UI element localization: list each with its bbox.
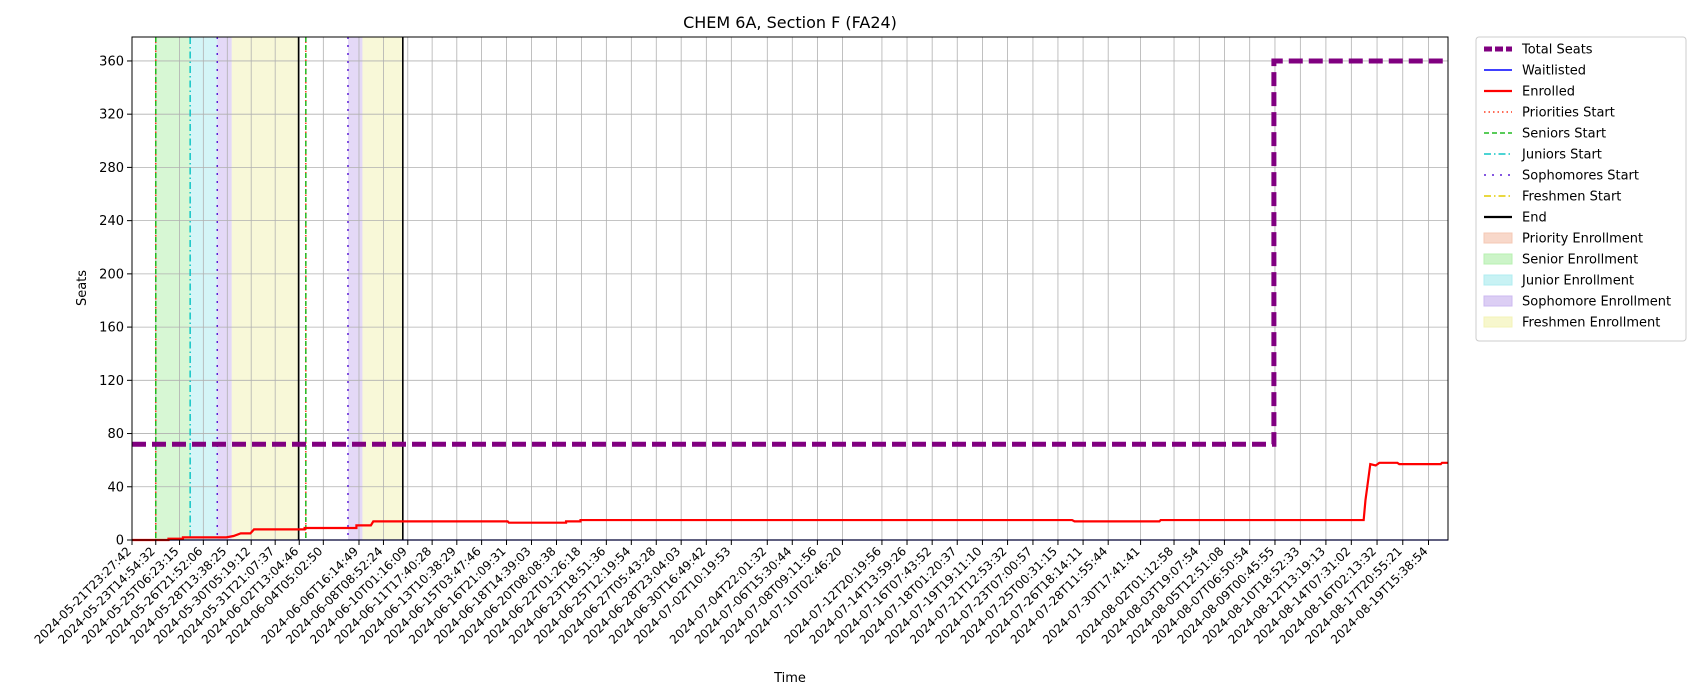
- y-tick-label: 40: [107, 480, 124, 495]
- legend-swatch: [1483, 316, 1513, 328]
- legend-label: Priority Enrollment: [1522, 232, 1643, 247]
- span-freshmen-enrollment: [231, 37, 299, 540]
- legend-label: Enrolled: [1522, 85, 1575, 100]
- x-axis-label: Time: [773, 671, 806, 686]
- legend-swatch: [1483, 253, 1513, 265]
- y-tick-label: 240: [99, 214, 124, 229]
- legend-label: Freshmen Enrollment: [1522, 316, 1660, 331]
- legend-swatch: [1483, 274, 1513, 286]
- y-tick-label: 80: [107, 427, 124, 442]
- y-tick-label: 0: [116, 534, 124, 549]
- series: [132, 58, 1448, 542]
- legend-label: Seniors Start: [1522, 127, 1606, 142]
- span-senior-enrollment: [155, 37, 191, 540]
- span-sophomore-enrollment: [217, 37, 232, 540]
- legend-swatch: [1483, 232, 1513, 244]
- legend-swatch: [1483, 295, 1513, 307]
- y-tick-label: 360: [99, 54, 124, 69]
- legend-label: Total Seats: [1521, 43, 1593, 58]
- y-tick-label: 160: [99, 321, 124, 336]
- legend-label: Junior Enrollment: [1521, 274, 1634, 289]
- span-sophomore-enrollment: [347, 37, 363, 540]
- legend-label: Waitlisted: [1522, 64, 1586, 79]
- legend-label: Priorities Start: [1522, 106, 1615, 121]
- legend-label: Juniors Start: [1521, 148, 1602, 163]
- x-axis: 2024-05-21T23:27:422024-05-23T14:54:3220…: [32, 540, 1431, 647]
- y-axis: 0 40 80 120 160 200 240 280 320 360: [99, 54, 132, 549]
- series-enrolled: [132, 461, 1448, 542]
- series-total-seats: [132, 58, 1448, 447]
- y-axis-label: Seats: [75, 270, 90, 306]
- y-tick-label: 280: [99, 161, 124, 176]
- legend-label: Freshmen Start: [1522, 190, 1621, 205]
- plot-frame: [131, 36, 1449, 541]
- y-tick-label: 200: [99, 267, 124, 282]
- grid: [131, 37, 1448, 541]
- legend-label: Sophomores Start: [1522, 169, 1639, 184]
- start-lines: [155, 37, 404, 540]
- legend-label: End: [1522, 211, 1547, 226]
- legend-label: Senior Enrollment: [1522, 253, 1638, 268]
- legend: Total Seats Waitlisted Enrolled Priorities …: [1475, 36, 1687, 342]
- y-tick-label: 320: [99, 108, 124, 123]
- enrollment-spans: [155, 37, 403, 540]
- chart-title: CHEM 6A, Section F (FA24): [683, 13, 897, 32]
- y-tick-label: 120: [99, 374, 124, 389]
- span-freshmen-enrollment: [362, 37, 403, 540]
- legend-box: [1475, 36, 1687, 342]
- legend-label: Sophomore Enrollment: [1522, 295, 1671, 310]
